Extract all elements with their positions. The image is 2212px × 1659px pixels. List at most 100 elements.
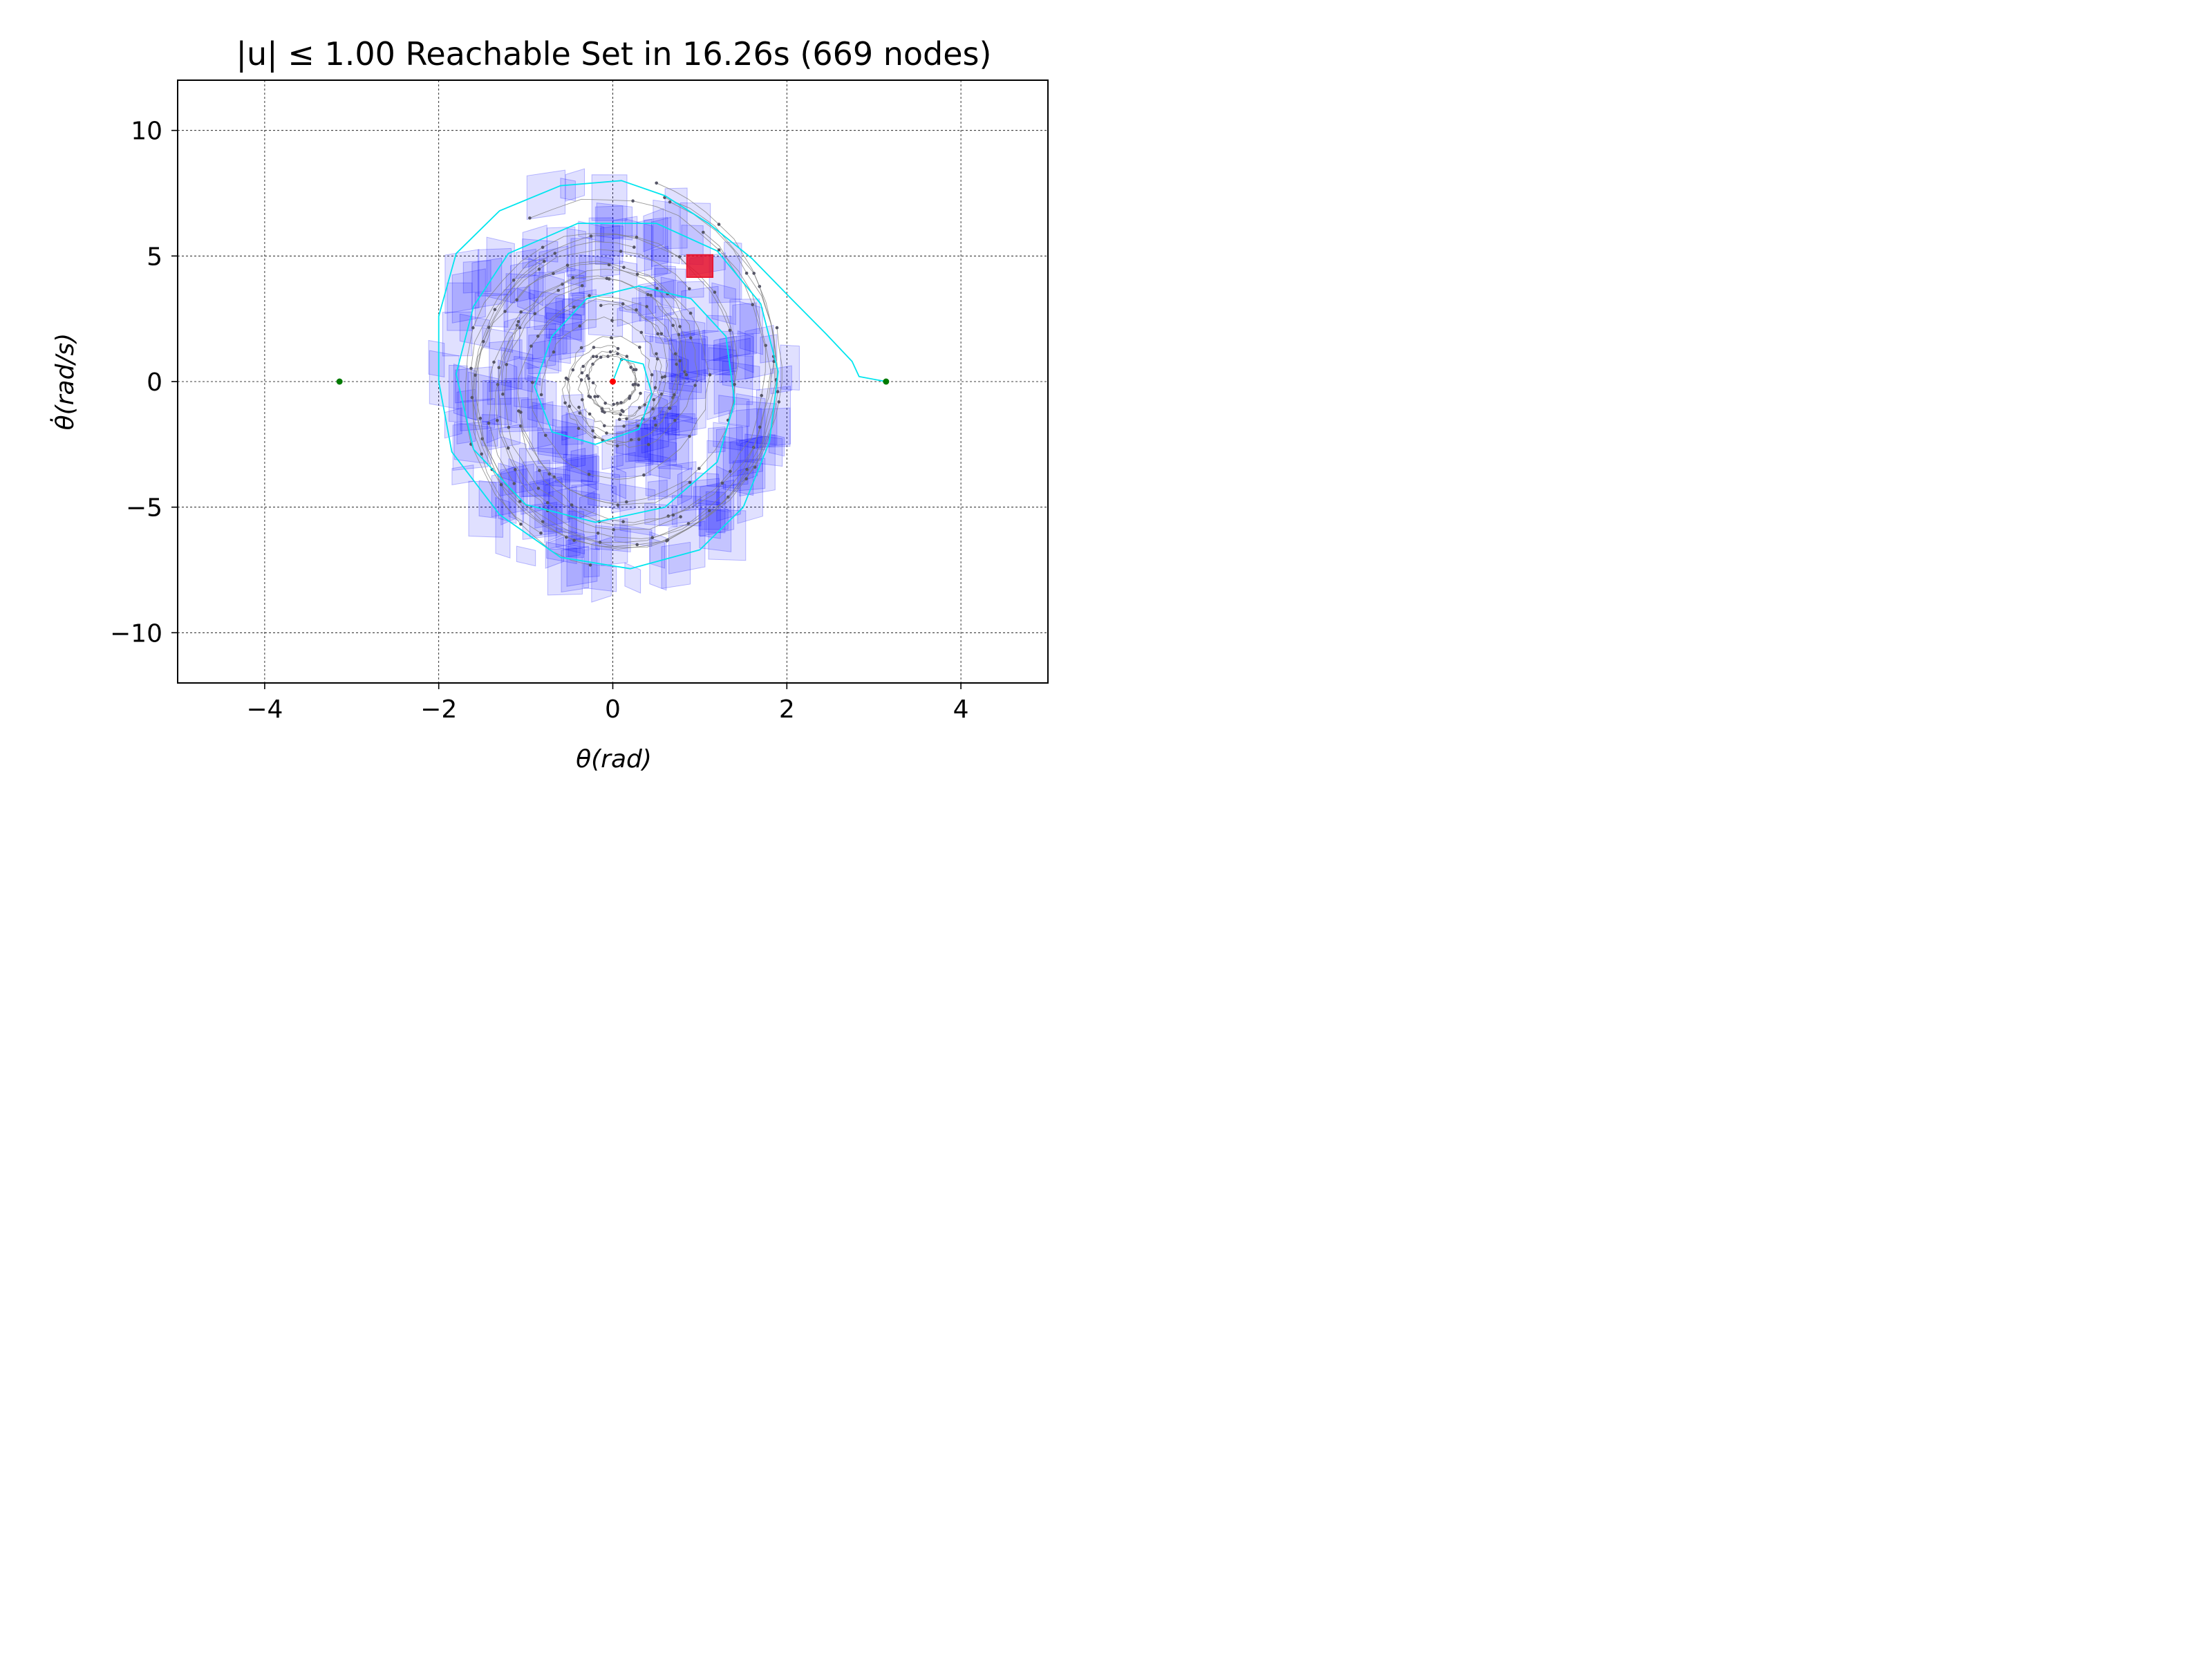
y-axis-label: θ̇(rad/s) [49,333,79,431]
tree-node [653,386,657,390]
tree-node [608,350,612,354]
reachable-set-polygon [668,339,702,393]
reachable-set-polygon [645,463,682,498]
reachable-set-polygon [653,370,678,394]
reachable-set-polygon [508,458,524,523]
reachable-set-polygon [654,268,686,298]
reachable-set-polygon [706,315,732,376]
tree-node [717,223,721,226]
reachable-set-polygon [588,299,624,337]
tree-node [728,328,732,332]
tree-node [571,368,575,372]
tree-node [616,503,620,507]
reachable-set-polygon [572,289,597,332]
search-tree [465,181,782,567]
tree-node [645,305,648,308]
reachable-set-polygon [645,289,664,322]
tree-node [636,424,640,428]
reachable-set-polygon [459,313,490,348]
tree-node [579,378,583,382]
goal-point [883,378,890,385]
reachable-set-polygon [537,431,568,465]
tree-node [649,293,653,297]
tree-node [733,382,736,386]
tree-node [603,424,606,428]
tree-node [622,424,626,428]
tree-node [514,468,517,471]
tree-node [572,538,576,542]
tree-node [631,199,635,203]
tree-node [673,393,676,397]
tree-node [581,364,585,368]
tree-node [625,417,628,421]
tree-node [775,326,779,330]
tree-node [537,268,541,271]
reachable-set-polygon [652,413,679,437]
tree-node [512,482,516,485]
reachable-set-polygon [565,412,594,478]
tree-node [588,412,592,416]
reachable-set-polygon [519,448,554,497]
tree-node [639,330,644,335]
tree-node [693,384,697,387]
reachable-set-polygon [665,413,695,435]
reachable-set-polygon [591,536,612,603]
tree-node [600,407,603,411]
reachable-set-polygon [722,435,754,496]
tree-node [552,475,556,479]
reachable-set-polygon [733,355,753,405]
reachable-set-polygon [702,344,731,362]
x-tick-label: 4 [953,695,969,724]
tree-node [610,336,613,339]
tree-node [496,419,499,422]
tree-node [655,181,658,185]
reachable-set-polygon [444,407,462,439]
reachable-set-polygon [570,237,592,297]
reachable-set-polygon [447,282,473,331]
tree-node [580,284,584,288]
tree-node [529,344,533,348]
x-tick-label: −2 [420,695,457,724]
tree-node [637,406,641,409]
reachable-set-polygon [661,541,691,589]
reachable-set-polygon [565,453,597,490]
reachable-set-polygon [768,433,785,457]
tree-node [589,234,593,238]
tree-node [616,347,620,350]
tree-node [729,469,732,474]
tree-node [512,279,516,282]
tree-node [588,563,592,567]
y-tick-label: 0 [147,368,162,397]
tree-node [519,523,523,526]
reachable-set-polygon [611,451,636,514]
reachable-set-polygon [713,422,743,451]
tree-node [601,409,604,413]
tree-node [497,366,501,370]
tree-node [653,417,657,420]
tree-node [708,509,711,512]
tree-node [646,292,650,297]
tree-node [552,350,556,354]
tree-node [654,423,657,427]
tree-node [599,303,603,308]
reachable-set-polygon [495,497,511,559]
tree-node [572,306,576,309]
tree-node [708,373,712,377]
tree-node [499,482,503,487]
tree-node [660,375,664,379]
tree-node [615,444,619,448]
tree-node [588,294,591,298]
tree-node [720,481,724,485]
reachable-set-polygon [738,330,754,373]
tree-node [655,352,658,356]
reachable-set-polygon [498,359,518,424]
tree-node [568,404,571,408]
reachable-set-polygon [526,323,556,370]
solution-path [438,180,886,570]
reachable-set-polygon [596,203,632,241]
markers [336,254,890,385]
tree-node [632,245,636,249]
tree-node [587,472,591,476]
reachable-set-polygon [619,260,637,314]
tree-node [596,532,600,535]
